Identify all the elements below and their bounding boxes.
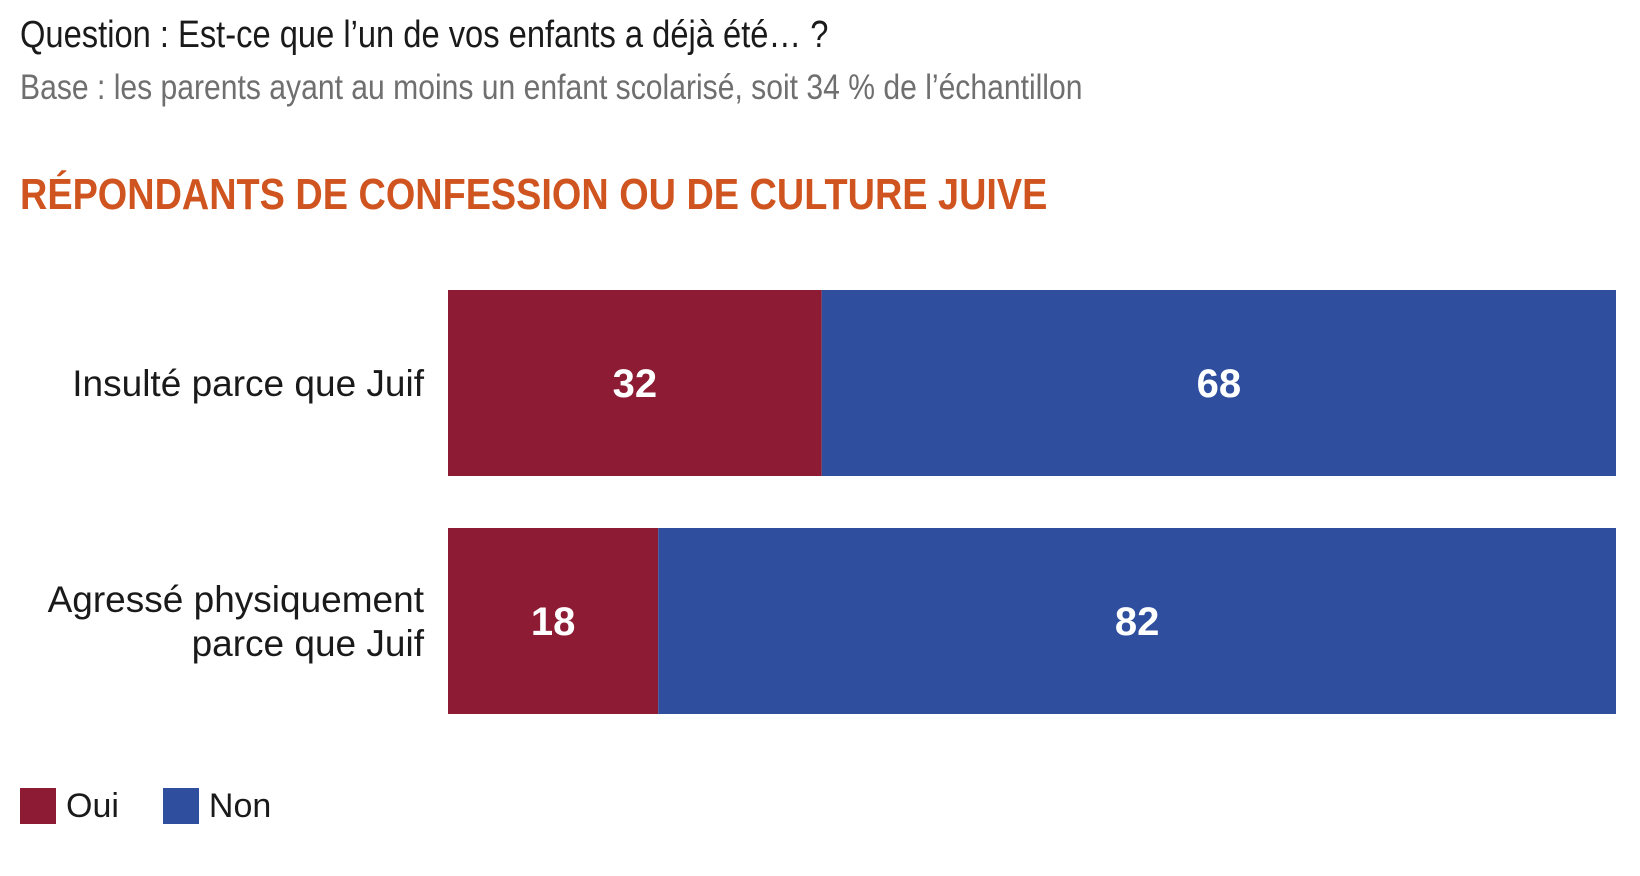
category-label-line: Insulté parce que Juif	[72, 363, 424, 404]
category-label: Insulté parce que Juif	[72, 363, 424, 404]
bar-segment-oui	[448, 528, 659, 714]
legend-swatch-oui	[20, 788, 56, 824]
category-label-line: Agressé physiquement	[48, 579, 425, 620]
data-label: 18	[531, 600, 576, 644]
legend-label-non: Non	[208, 786, 272, 825]
legend-item-non: Non	[162, 786, 272, 826]
chart-base-note: Base : les parents ayant au moins un enf…	[20, 68, 1083, 107]
data-label: 68	[1197, 362, 1242, 406]
legend-item-oui: Oui	[20, 787, 119, 826]
bar-segment-oui	[448, 290, 822, 476]
chart-legend: Oui Non	[20, 786, 315, 826]
section-title: RÉPONDANTS DE CONFESSION OU DE CULTURE J…	[20, 170, 1048, 219]
category-label: Agressé physiquement parce que Juif	[48, 579, 425, 664]
bar-segment-non	[821, 290, 1616, 476]
legend-label-oui: Oui	[66, 786, 119, 825]
data-label: 32	[613, 362, 658, 406]
bar-segment-non	[658, 528, 1616, 714]
category-label-line: parce que Juif	[192, 623, 425, 664]
legend-swatch-non	[162, 788, 199, 824]
chart-question: Question : Est-ce que l’un de vos enfant…	[20, 14, 829, 56]
data-label: 82	[1115, 600, 1160, 644]
